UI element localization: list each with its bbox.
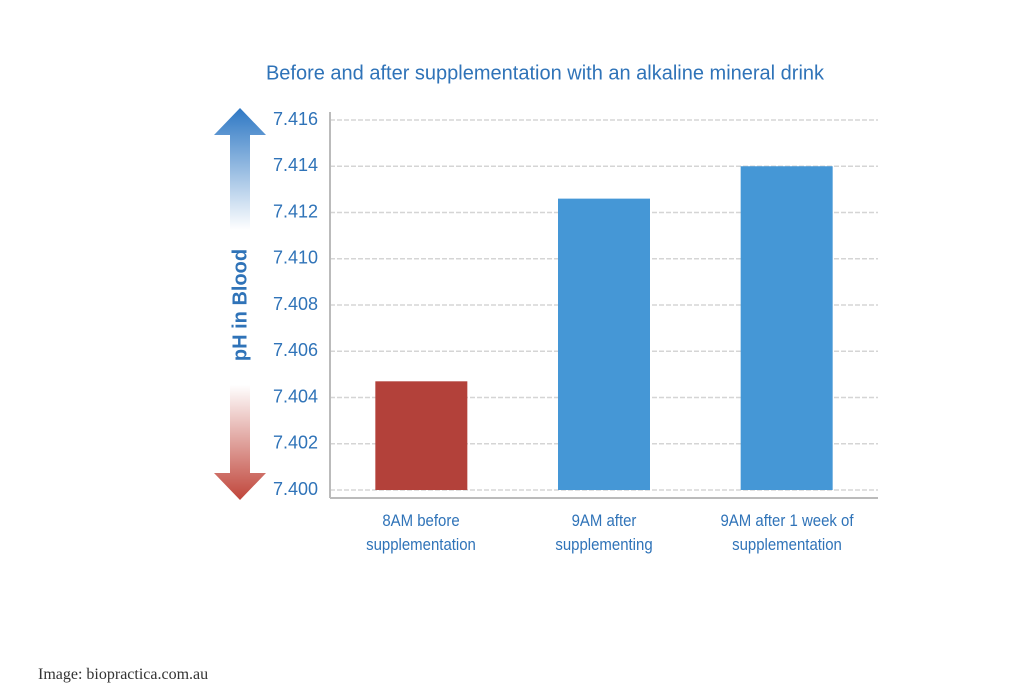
- y-tick-label: 7.406: [273, 340, 318, 360]
- y-tick-label: 7.404: [273, 386, 318, 406]
- acid-arrow: [214, 385, 266, 500]
- y-tick-label: 7.412: [273, 201, 318, 221]
- y-tick-label: 7.408: [273, 294, 318, 314]
- x-tick-label: 9AM after 1 week of supplementation: [720, 511, 854, 554]
- chart-title: Before and after supplementation with an…: [266, 62, 825, 84]
- y-tick-label: 7.400: [273, 479, 318, 499]
- y-tick-label: 7.416: [273, 109, 318, 129]
- y-axis-label: pH in Blood: [229, 249, 251, 361]
- bar: [740, 166, 833, 490]
- bar: [375, 381, 468, 490]
- x-tick-label: 9AM after supplementing: [555, 511, 653, 554]
- x-tick-label: 8AM before supplementation: [366, 511, 477, 554]
- acid-label: Acid: [217, 434, 233, 461]
- caption: Image: biopractica.com.au: [38, 666, 209, 683]
- y-tick-label: 7.410: [273, 248, 318, 268]
- y-tick-label: 7.414: [273, 155, 318, 175]
- bar: [558, 198, 650, 490]
- alkaline-arrow: [214, 108, 266, 230]
- y-tick-label: 7.402: [273, 433, 318, 453]
- alkaline-label: Alkaline: [217, 155, 233, 204]
